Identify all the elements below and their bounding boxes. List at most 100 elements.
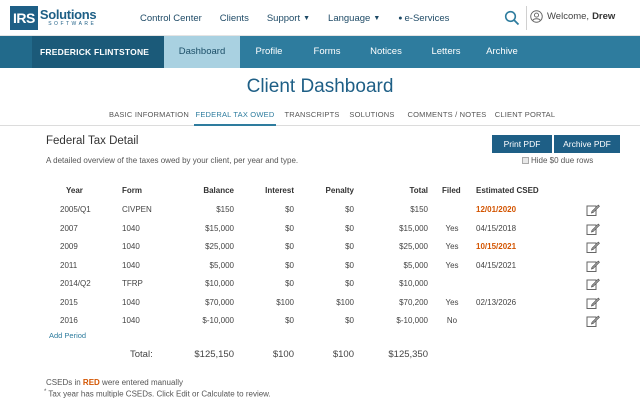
edit-icon[interactable] <box>586 240 600 254</box>
client-nav-bar: FREDERICK FLINTSTONE Dashboard Profile F… <box>0 36 640 68</box>
nav-language[interactable]: Language ▼ <box>328 12 381 24</box>
cell-interest: $0 <box>285 223 294 233</box>
cell-form: 1040 <box>122 260 140 270</box>
manual-csed-note: CSEDs in RED were entered manually <box>46 378 183 387</box>
cell-form: 1040 <box>122 297 140 307</box>
nav-support[interactable]: Support ▼ <box>266 12 311 24</box>
cell-penalty: $100 <box>336 297 354 307</box>
subtab-client-portal[interactable]: CLIENT PORTAL <box>494 110 556 119</box>
edit-icon[interactable] <box>586 277 600 291</box>
chevron-down-icon: ▼ <box>303 14 311 22</box>
divider <box>526 6 527 30</box>
cell-form: CIVPEN <box>122 205 152 214</box>
cell-csed: 12/01/2020 <box>476 205 517 214</box>
section-title: Federal Tax Detail <box>46 135 139 147</box>
col-total: Total <box>409 186 428 195</box>
logo-sub-text: SOFTWARE <box>48 21 97 27</box>
cell-total: $15,000 <box>399 223 428 233</box>
top-nav: Control Center Clients Support ▼ Language… <box>140 0 467 36</box>
edit-icon[interactable] <box>586 296 600 310</box>
client-name[interactable]: FREDERICK FLINTSTONE <box>32 36 164 68</box>
col-balance: Balance <box>203 186 234 195</box>
tab-letters[interactable]: Letters <box>431 46 461 57</box>
subtab-federal-tax-owed[interactable]: FEDERAL TAX OWED <box>194 108 276 126</box>
cell-year: 2009 <box>60 242 78 251</box>
edit-icon[interactable] <box>586 203 600 217</box>
edit-icon[interactable] <box>586 259 600 273</box>
tab-dashboard[interactable]: Dashboard <box>164 36 240 68</box>
cell-interest: $0 <box>285 205 294 214</box>
nav-clients[interactable]: Clients <box>219 12 249 24</box>
col-interest: Interest <box>265 186 294 195</box>
cell-total: $150 <box>410 205 428 214</box>
cell-balance: $15,000 <box>205 223 234 233</box>
tab-forms[interactable]: Forms <box>313 46 341 57</box>
col-year: Year <box>66 186 83 195</box>
cell-year: 2014/Q2 <box>60 279 91 288</box>
irs-solutions-logo[interactable]: IRS Solutions SOFTWARE <box>10 6 97 30</box>
cell-penalty: $0 <box>345 242 354 251</box>
total-penalty: $100 <box>332 349 354 360</box>
cell-penalty: $0 <box>345 223 354 233</box>
cell-csed: 04/15/2021 <box>476 260 517 270</box>
col-filed: Filed <box>442 186 461 195</box>
search-icon[interactable] <box>504 10 520 26</box>
user-menu[interactable]: Welcome, Drew <box>530 10 615 23</box>
logo-main-text: Solutions <box>39 7 97 22</box>
cell-balance: $150 <box>216 205 234 214</box>
chevron-down-icon: ▼ <box>373 14 381 22</box>
total-interest: $100 <box>272 349 294 360</box>
tab-archive[interactable]: Archive <box>486 46 518 57</box>
user-name: Drew <box>592 11 616 22</box>
archive-pdf-button[interactable]: Archive PDF <box>554 135 620 153</box>
cell-year: 2011 <box>60 260 78 270</box>
page-title: Client Dashboard <box>246 76 394 97</box>
multiple-csed-note: * Tax year has multiple CSEDs. Click Edi… <box>44 389 271 399</box>
cell-form: TFRP <box>122 279 143 288</box>
total-total: $125,350 <box>388 349 428 360</box>
cell-form: 1040 <box>122 223 140 233</box>
cell-total: $10,000 <box>399 279 428 288</box>
total-label: Total: <box>130 349 153 360</box>
cell-filed: No <box>446 316 458 325</box>
cell-csed: 02/13/2026 <box>476 297 517 307</box>
top-bar: IRS Solutions SOFTWARE Control Center Cl… <box>0 0 640 36</box>
cell-year: 2015 <box>60 297 78 307</box>
cell-csed: 10/15/2021 <box>476 242 517 251</box>
cell-year: 2016 <box>60 316 78 325</box>
checkbox[interactable] <box>522 157 529 164</box>
cell-penalty: $0 <box>345 205 354 214</box>
nav-control-center[interactable]: Control Center <box>140 12 202 24</box>
cell-csed: 04/15/2018 <box>476 223 517 233</box>
cell-filed: Yes <box>445 242 459 251</box>
subtab-solutions[interactable]: SOLUTIONS <box>349 110 395 119</box>
cell-interest: $0 <box>285 260 294 270</box>
cell-year: 2007 <box>60 223 78 233</box>
cell-form: 1040 <box>122 316 140 325</box>
bullet-icon: ● <box>398 14 403 22</box>
print-pdf-button[interactable]: Print PDF <box>492 135 552 153</box>
subtab-transcripts[interactable]: TRANSCRIPTS <box>284 110 340 119</box>
subtab-basic-information[interactable]: BASIC INFORMATION <box>109 110 189 119</box>
subtabs: BASIC INFORMATION FEDERAL TAX OWED TRANS… <box>0 108 640 126</box>
add-period-link[interactable]: Add Period <box>49 331 87 340</box>
edit-icon[interactable] <box>586 222 600 236</box>
cell-balance: $-10,000 <box>202 316 234 325</box>
client-tabs: Dashboard Profile Forms Notices Letters … <box>164 36 528 68</box>
hide-zero-rows-toggle[interactable]: Hide $0 due rows <box>522 156 593 165</box>
subtab-comments-notes[interactable]: COMMENTS / NOTES <box>407 110 487 119</box>
edit-icon[interactable] <box>586 314 600 328</box>
cell-total: $5,000 <box>403 260 428 270</box>
cell-total: $70,200 <box>399 297 428 307</box>
cell-balance: $25,000 <box>205 242 234 251</box>
cell-penalty: $0 <box>345 316 354 325</box>
cell-interest: $0 <box>285 279 294 288</box>
total-balance: $125,150 <box>194 349 234 360</box>
user-avatar-icon <box>530 10 543 23</box>
cell-balance: $70,000 <box>205 297 234 307</box>
cell-total: $25,000 <box>399 242 428 251</box>
nav-e-services[interactable]: ● e-Services <box>398 12 450 24</box>
tab-profile[interactable]: Profile <box>255 46 283 57</box>
cell-form: 1040 <box>122 242 140 251</box>
tab-notices[interactable]: Notices <box>370 46 402 57</box>
